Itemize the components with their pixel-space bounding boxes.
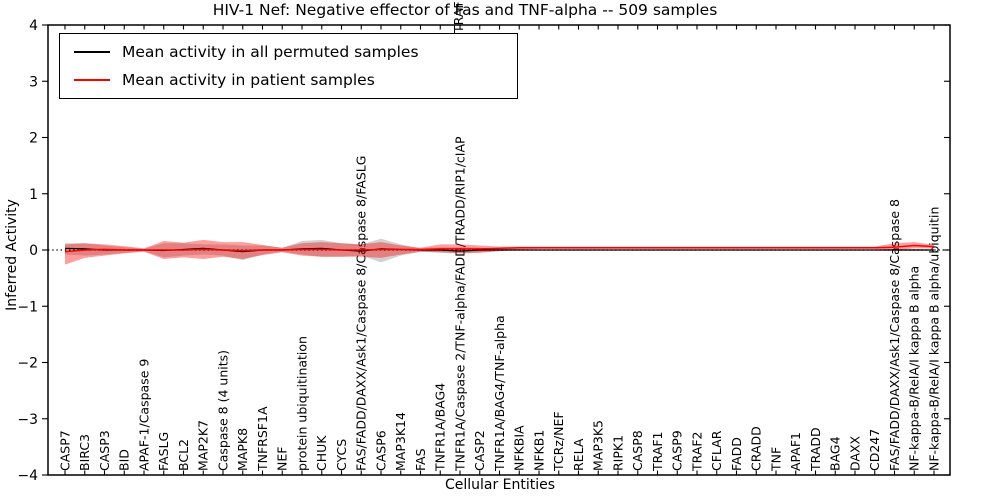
x-tick-label: NEF	[275, 447, 290, 471]
x-tick-label: CASP9	[670, 430, 685, 471]
x-tick-label: CD247	[867, 429, 882, 471]
x-tick-label: RELA	[571, 438, 586, 471]
x-tick-label: TRADD	[808, 427, 823, 472]
x-tick-label: CFLAR	[709, 430, 724, 471]
x-tick-label: CASP3	[97, 430, 112, 471]
y-tick-label: 0	[29, 243, 38, 259]
x-tick-label: CYCS	[334, 439, 349, 471]
x-tick-label: RIPK1	[610, 435, 625, 471]
y-tick-label: −3	[17, 412, 38, 428]
legend-label-permuted: Mean activity in all permuted samples	[122, 43, 419, 61]
x-tick-label: TNFR1A/Caspase 2/TNF-alpha/FADD/TRADD/RI…	[452, 136, 467, 472]
patient-band	[65, 239, 934, 265]
y-tick-label: 1	[29, 187, 38, 203]
x-tick-label: MAP3K14	[393, 412, 408, 471]
x-tick-label: CASP2	[472, 430, 487, 471]
x-tick-label: MAPK8	[235, 428, 250, 471]
patient-mean-line	[64, 244, 935, 253]
x-tick-label: BID	[117, 449, 132, 471]
x-tick-label: TNF	[768, 447, 783, 472]
x-tick-label: BAG4	[828, 436, 843, 471]
x-tick-label: NFKB1	[531, 430, 546, 471]
y-tick-label: 3	[29, 74, 38, 90]
x-tick-label: CHUK	[314, 435, 329, 471]
x-tick-label: TRAF2	[689, 431, 704, 472]
y-tick-label: 2	[29, 131, 38, 147]
x-tick-label: TNFR1A/BAG4	[433, 383, 448, 472]
x-tick-label: DAXX	[847, 435, 862, 471]
x-tick-label: FADD	[729, 437, 744, 471]
x-tick-label: BIRC3	[77, 434, 92, 471]
y-tick-label: −2	[17, 356, 38, 372]
y-tick-label: 4	[29, 18, 38, 34]
legend-entry: Mean activity in patient samples	[74, 66, 517, 94]
legend-line-patient	[74, 79, 110, 81]
x-tick-label: CASP8	[630, 430, 645, 471]
x-tick-label: FAS	[413, 448, 428, 471]
x-tick-label: MAP3K5	[591, 420, 606, 471]
x-tick-label: APAF-1/Caspase 9	[136, 359, 151, 471]
x-tick-label: TNFRSF1A	[255, 406, 270, 472]
x-tick-label: TNFR1A/BAG4/TNF-alpha	[492, 315, 507, 472]
x-axis-label: Cellular Entities	[444, 477, 556, 493]
x-tick-label: NFKBIA	[512, 425, 527, 471]
x-tick-label: NF-kappa-B/RelA/I kappa B alpha	[907, 266, 922, 471]
clipped-x-label-fragment: TRAF	[451, 1, 466, 33]
y-tick-label: −4	[17, 468, 38, 484]
legend-label-patient: Mean activity in patient samples	[122, 71, 375, 89]
x-tick-label: BCL2	[176, 439, 191, 471]
x-tick-label: protein ubiquitination	[294, 336, 309, 471]
x-tick-label: TCRz/NEF	[551, 411, 566, 472]
x-tick-label: CASP7	[57, 430, 72, 471]
x-tick-label: FAS/FADD/DAXX/Ask1/Caspase 8/Caspase 8/F…	[354, 156, 369, 471]
legend: Mean activity in all permuted samples Me…	[59, 33, 518, 99]
x-tick-label: TRAF1	[650, 431, 665, 472]
x-tick-label: NF-kappa-B/RelA/I kappa B alpha/ubiquiti…	[926, 207, 941, 471]
x-tick-label: MAP2K7	[196, 420, 211, 471]
chart-title: HIV-1 Nef: Negative effector of Fas and …	[212, 1, 718, 19]
x-tick-label: FAS/FADD/DAXX/Ask1/Caspase 8/Caspase 8	[887, 199, 902, 471]
legend-entry: Mean activity in all permuted samples	[74, 38, 517, 66]
legend-line-permuted	[74, 51, 110, 53]
y-axis-label: Inferred Activity	[4, 199, 20, 311]
x-tick-label: FASLG	[156, 432, 171, 471]
x-tick-label: Caspase 8 (4 units)	[215, 350, 230, 471]
x-tick-label: APAF1	[788, 432, 803, 471]
y-tick-label: −1	[17, 299, 38, 315]
x-tick-label: CASP6	[373, 430, 388, 471]
x-tick-label: CRADD	[749, 426, 764, 471]
